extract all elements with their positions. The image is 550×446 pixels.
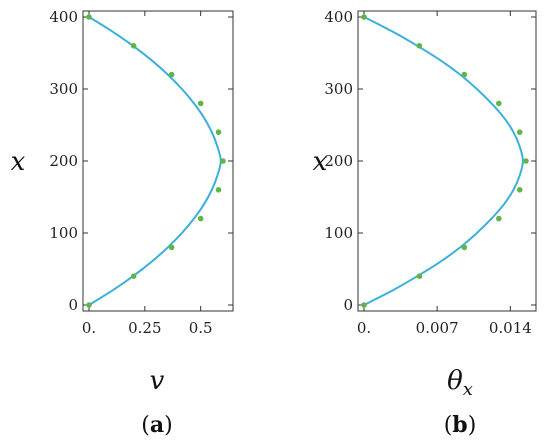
plot-frame: [82, 10, 234, 312]
series-curve: [88, 16, 222, 306]
x-tick-label: 0.5: [189, 319, 213, 337]
series-curve: [363, 16, 524, 306]
y-tick-label: 0: [68, 296, 78, 314]
data-point: [361, 302, 367, 308]
data-point: [416, 43, 423, 49]
y-tick-label: 300: [49, 80, 78, 98]
x-tick-label: 0.: [357, 319, 371, 337]
x-tick-label: 0.014: [489, 319, 532, 337]
data-point: [416, 273, 423, 280]
y-tick-label: 100: [49, 224, 78, 242]
data-point: [496, 100, 502, 107]
data-point: [461, 71, 468, 78]
y-axis-label: x: [11, 147, 26, 177]
data-point: [197, 100, 204, 107]
data-point: [215, 129, 222, 135]
data-point: [215, 187, 222, 193]
data-point: [523, 158, 529, 164]
data-point: [461, 244, 468, 251]
data-point: [86, 302, 92, 308]
x-tick-label: 0.25: [128, 319, 161, 337]
data-point: [168, 244, 175, 251]
data-point: [130, 273, 137, 280]
x-axis-label: v: [150, 366, 165, 396]
panel-b: 0 100 200 300 400 0. 0.007 0.014 θx x (b): [313, 8, 537, 438]
data-point: [516, 187, 523, 193]
x-tick-label: 0.: [82, 319, 96, 337]
data-point: [361, 14, 367, 20]
data-point: [496, 215, 502, 222]
panel-a: 0 100 200 300 400 0. 0.25 0.5 v x (a): [11, 8, 234, 438]
y-tick-label: 200: [324, 152, 353, 170]
data-point: [197, 215, 204, 222]
x-axis-label: θx: [447, 366, 473, 400]
data-point: [516, 129, 523, 135]
y-tick-label: 400: [49, 8, 78, 26]
data-point: [130, 43, 137, 49]
y-axis-label: x: [313, 147, 328, 177]
data-point: [168, 71, 175, 78]
y-tick-label: 100: [324, 224, 353, 242]
y-tick-label: 300: [324, 80, 353, 98]
x-tick-label: 0.007: [416, 319, 459, 337]
plot-frame: [357, 10, 537, 312]
data-point: [86, 14, 92, 20]
y-tick-label: 400: [324, 8, 353, 26]
panel-label: (b): [444, 412, 477, 438]
panel-label: (a): [141, 412, 172, 438]
data-point: [220, 158, 226, 164]
y-tick-label: 0: [343, 296, 353, 314]
y-tick-label: 200: [49, 152, 78, 170]
